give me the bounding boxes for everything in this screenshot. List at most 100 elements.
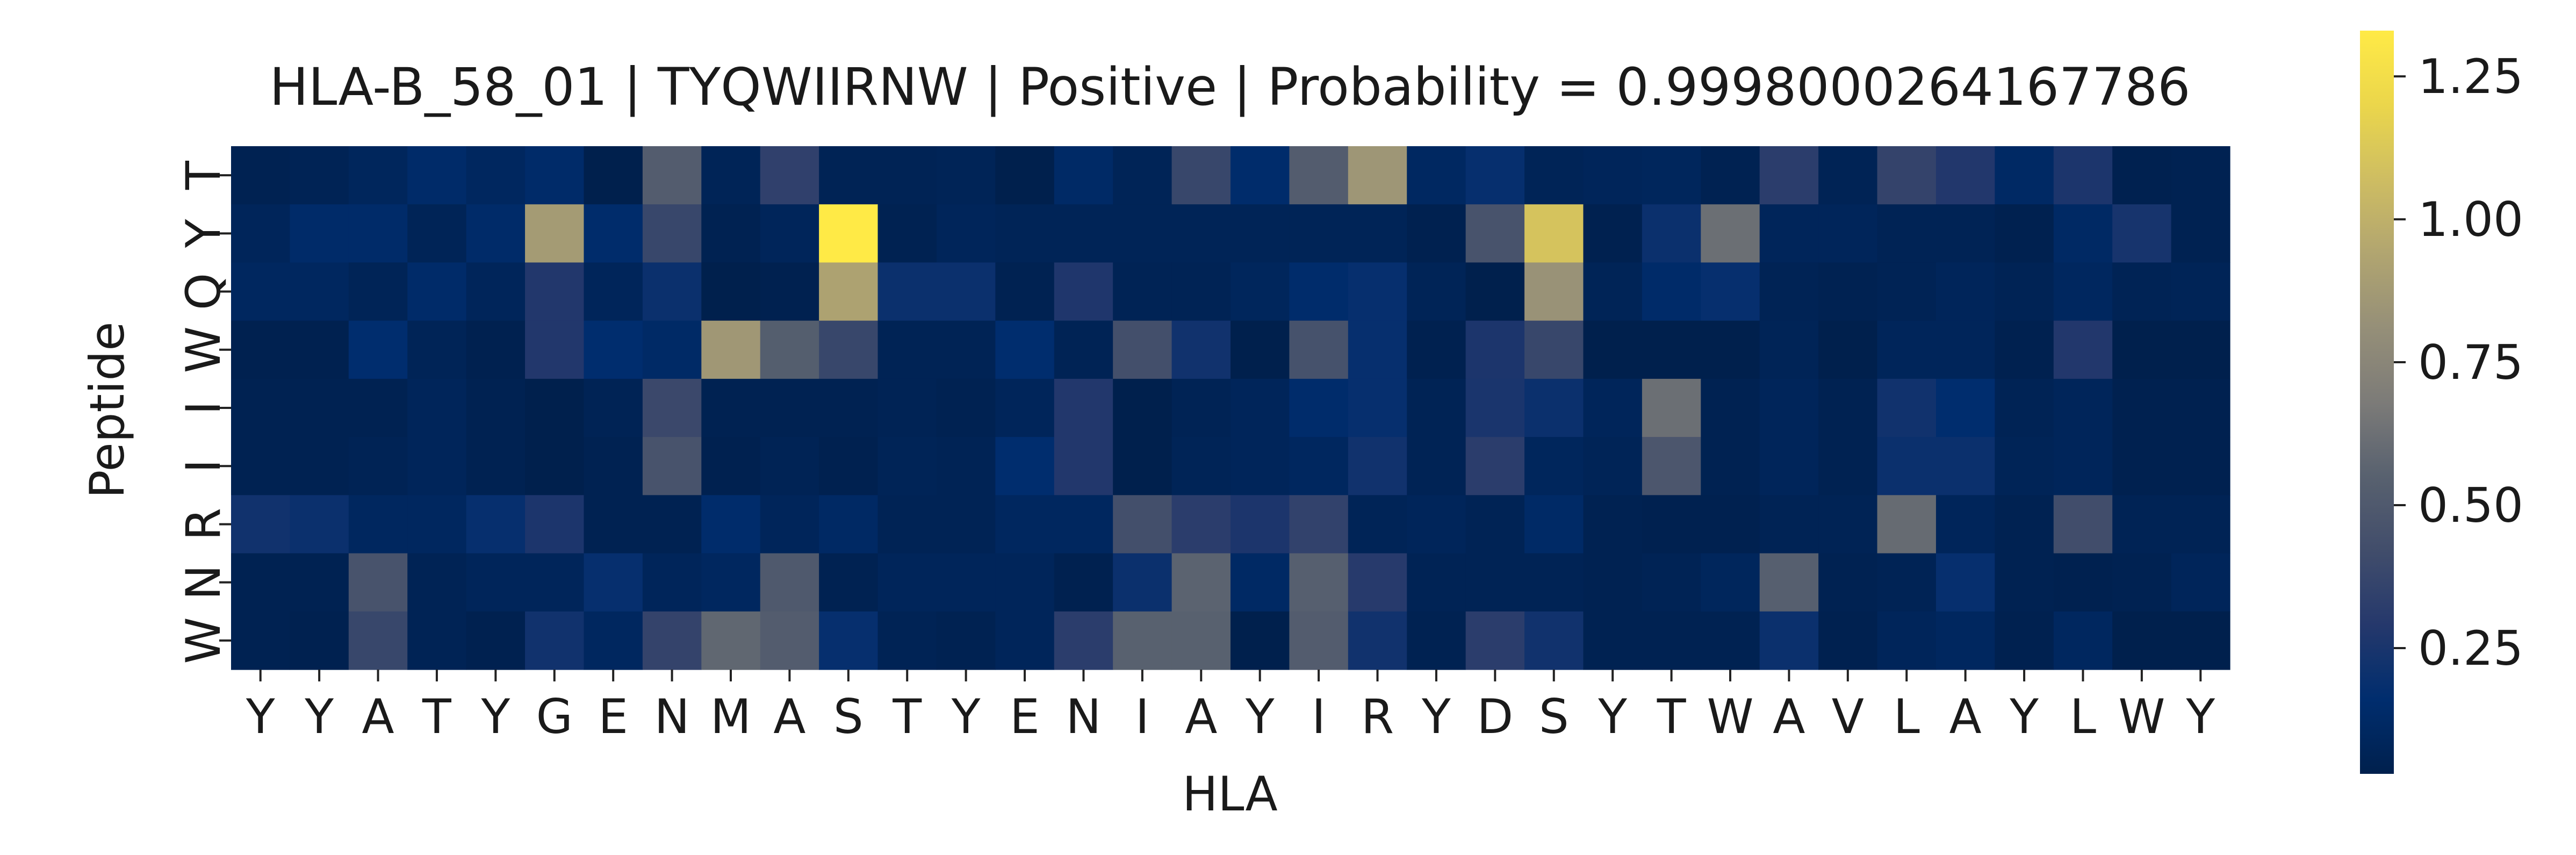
y-tick-label: Y: [176, 219, 231, 248]
heatmap-cell: [877, 437, 937, 495]
heatmap-cell: [1935, 262, 1995, 321]
heatmap-cell: [584, 146, 643, 205]
heatmap-cell: [290, 146, 349, 205]
x-axis-label: HLA: [1182, 766, 1277, 822]
heatmap-cell: [466, 378, 526, 437]
heatmap-cell: [1935, 146, 1995, 205]
heatmap-cell: [819, 320, 879, 379]
heatmap-cell: [2171, 611, 2230, 670]
heatmap-cell: [701, 262, 761, 321]
x-tick-label: Y: [2185, 689, 2215, 744]
heatmap-cell: [407, 553, 467, 612]
heatmap-cell: [701, 437, 761, 495]
heatmap-cell: [1642, 204, 1701, 263]
heatmap-cell: [2171, 320, 2230, 379]
heatmap-cell: [466, 437, 526, 495]
heatmap-cell: [1524, 204, 1584, 263]
heatmap-cell: [1818, 146, 1878, 205]
heatmap-cell: [1171, 437, 1231, 495]
heatmap-cell: [1877, 320, 1937, 379]
heatmap-cell: [1465, 553, 1525, 612]
x-tick-label: W: [2118, 689, 2165, 744]
heatmap-cell: [2112, 320, 2172, 379]
heatmap-cell: [2171, 146, 2230, 205]
heatmap-cell: [995, 146, 1055, 205]
colorbar-tick-label: 1.25: [2418, 49, 2523, 104]
heatmap-cell: [584, 611, 643, 670]
heatmap-cell: [936, 204, 996, 263]
heatmap-cell: [1465, 204, 1525, 263]
heatmap-cell: [1759, 262, 1819, 321]
heatmap-cell: [231, 611, 291, 670]
heatmap-cell: [1524, 437, 1584, 495]
heatmap-cell: [819, 495, 879, 554]
heatmap-cell: [1054, 378, 1113, 437]
heatmap-cell: [1171, 495, 1231, 554]
heatmap-cell: [407, 320, 467, 379]
heatmap-cell: [348, 146, 408, 205]
x-tick-label: L: [1894, 689, 1920, 744]
y-tick-label: T: [176, 160, 231, 190]
heatmap-cell: [2171, 437, 2230, 495]
heatmap-cell: [1935, 495, 1995, 554]
heatmap-cell: [1407, 611, 1466, 670]
heatmap-cell: [995, 320, 1055, 379]
heatmap-cell: [1583, 204, 1643, 263]
heatmap-cell: [760, 378, 819, 437]
y-axis-ticks: TYQWIIRNW: [176, 160, 231, 664]
heatmap-cell: [877, 378, 937, 437]
heatmap-cell: [642, 495, 702, 554]
heatmap-cell: [701, 378, 761, 437]
heatmap-cell: [1348, 262, 1407, 321]
heatmap-cell: [231, 320, 291, 379]
heatmap-cell: [1759, 146, 1819, 205]
heatmap-cell: [525, 146, 585, 205]
heatmap-cell: [1054, 146, 1113, 205]
heatmap-cell: [1113, 553, 1172, 612]
heatmap-cell: [1113, 437, 1172, 495]
heatmap-cell: [1759, 553, 1819, 612]
x-tick-label: T: [1657, 689, 1687, 744]
colorbar-tick-label: 0.50: [2418, 478, 2523, 533]
y-axis-label: Peptide: [80, 322, 135, 499]
y-tick-label: W: [176, 617, 231, 664]
heatmap-cell: [466, 146, 526, 205]
heatmap-cell: [1818, 204, 1878, 263]
heatmap-cell: [231, 204, 291, 263]
x-tick-label: N: [654, 689, 690, 744]
heatmap-cell: [2053, 320, 2113, 379]
heatmap-cell: [1818, 378, 1878, 437]
heatmap-cell: [1231, 495, 1290, 554]
heatmap-cell: [1583, 378, 1643, 437]
heatmap-cell: [1759, 204, 1819, 263]
heatmap-cell: [1701, 146, 1760, 205]
heatmap-cell: [2053, 553, 2113, 612]
heatmap-cell: [1054, 495, 1113, 554]
heatmap-cell: [2112, 146, 2172, 205]
heatmap-cell: [819, 146, 879, 205]
heatmap-cell: [231, 553, 291, 612]
heatmap-cell: [525, 437, 585, 495]
heatmap-cell: [1818, 611, 1878, 670]
x-tick-label: M: [710, 689, 751, 744]
heatmap-cell: [1465, 378, 1525, 437]
heatmap-cell: [2112, 495, 2172, 554]
heatmap-cell: [1642, 437, 1701, 495]
x-tick-label: E: [1010, 689, 1040, 744]
heatmap-cell: [1289, 611, 1349, 670]
heatmap-cell: [1583, 553, 1643, 612]
heatmap-cell: [584, 495, 643, 554]
x-tick-label: T: [422, 689, 452, 744]
heatmap-cell: [1113, 495, 1172, 554]
heatmap-cell: [1348, 146, 1407, 205]
heatmap-cell: [1348, 378, 1407, 437]
heatmap-cell: [348, 611, 408, 670]
heatmap-cell: [1171, 378, 1231, 437]
heatmap-cell: [407, 611, 467, 670]
colorbar-tick-label: 1.00: [2418, 192, 2523, 247]
heatmap-cell: [642, 553, 702, 612]
heatmap-cell: [642, 262, 702, 321]
heatmap-cell: [466, 320, 526, 379]
heatmap-cell: [1995, 204, 2054, 263]
